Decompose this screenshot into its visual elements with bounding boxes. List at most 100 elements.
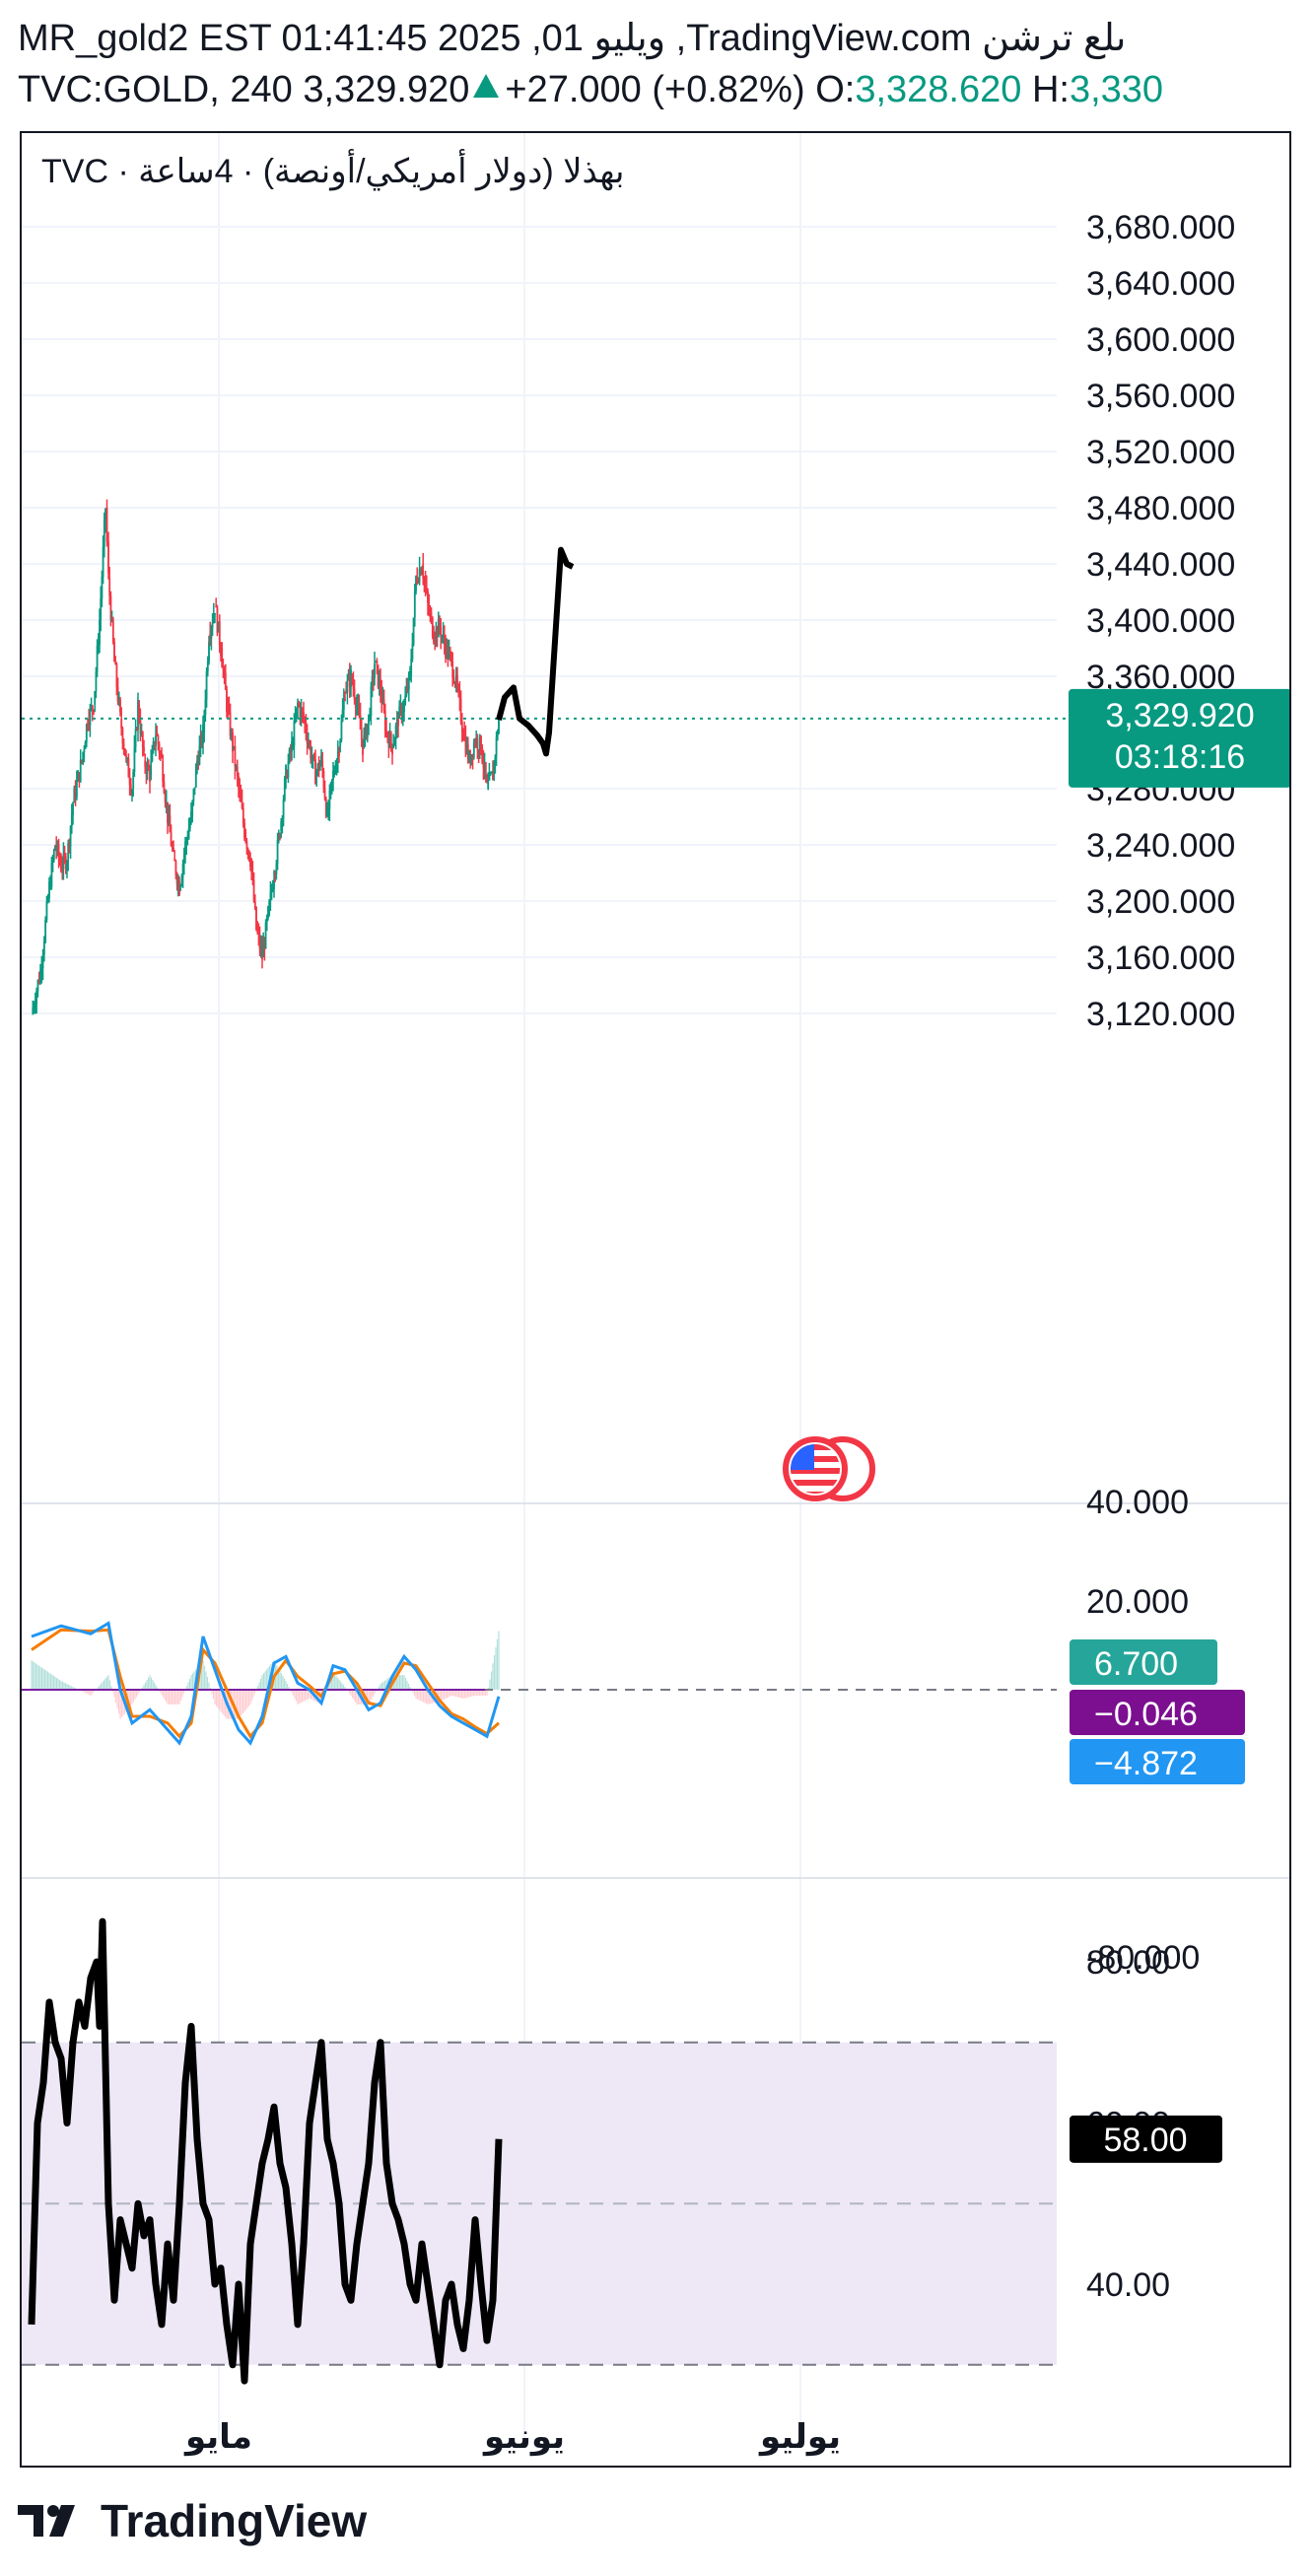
candles bbox=[32, 499, 500, 1015]
candle-body bbox=[340, 721, 343, 740]
candle-body bbox=[464, 735, 467, 753]
candle-body bbox=[190, 810, 192, 823]
candle-body bbox=[358, 704, 361, 716]
candle-body bbox=[430, 613, 433, 618]
tradingview-brand[interactable]: TradingView bbox=[18, 2494, 367, 2547]
candle-body bbox=[119, 699, 121, 713]
candle-body bbox=[429, 612, 432, 614]
macd-badge-value: −0.046 bbox=[1094, 1696, 1198, 1733]
candle-body bbox=[300, 708, 303, 718]
candle-body bbox=[424, 580, 427, 588]
candle-body bbox=[179, 885, 182, 887]
candle-body bbox=[443, 634, 446, 645]
candle-body bbox=[498, 719, 500, 734]
candle-body bbox=[450, 653, 452, 658]
candle-body bbox=[330, 779, 333, 784]
candle-body bbox=[161, 753, 163, 758]
macd-pane[interactable]: 40.000 20.000 -80.000 6.700 −0.046 −4.872 bbox=[22, 1484, 1245, 1977]
candle-body bbox=[128, 777, 131, 786]
candle-body bbox=[309, 742, 311, 744]
chart-canvas[interactable]: TVC · بهذلا (دولار أمريكي/أونصة) · 4ساعة… bbox=[22, 133, 1291, 2468]
candle-body bbox=[401, 712, 404, 718]
price-tick-label: 3,680.000 bbox=[1086, 209, 1235, 246]
candle-body bbox=[235, 766, 238, 769]
candle-body bbox=[94, 691, 97, 705]
rsi-axis[interactable]: 80.00 40.00 bbox=[1086, 1944, 1170, 2304]
candle-body bbox=[261, 946, 263, 960]
symbol-label[interactable]: TVC:GOLD, 240 bbox=[18, 69, 293, 110]
candle-body bbox=[334, 771, 337, 773]
candle-body bbox=[87, 724, 89, 727]
candle-body bbox=[336, 751, 339, 761]
candle-body bbox=[273, 879, 275, 890]
candle-body bbox=[40, 968, 43, 972]
rsi-badge bbox=[1070, 2115, 1222, 2163]
candle-body bbox=[407, 673, 410, 690]
candle-body bbox=[270, 890, 273, 892]
candle-body bbox=[109, 595, 112, 621]
candle-body bbox=[236, 766, 239, 777]
candle-body bbox=[326, 807, 328, 815]
candle-body bbox=[129, 785, 132, 793]
candle-body bbox=[170, 832, 173, 846]
candle-body bbox=[83, 748, 86, 753]
candle-body bbox=[321, 760, 324, 772]
price-axis[interactable]: 3,680.000 3,640.000 3,600.000 3,560.000 3,52… bbox=[1086, 209, 1235, 1033]
candle-body bbox=[318, 763, 321, 771]
candle-body bbox=[159, 752, 162, 755]
candle-body bbox=[255, 907, 257, 930]
candle-body bbox=[33, 1006, 35, 1009]
candle-body bbox=[347, 674, 350, 680]
candle-body bbox=[178, 880, 180, 895]
candle-body bbox=[111, 618, 114, 643]
candle-body bbox=[141, 731, 144, 748]
price-tick-label: 3,200.000 bbox=[1086, 883, 1235, 921]
macd-badge bbox=[1070, 1690, 1245, 1735]
candle-body bbox=[341, 710, 344, 722]
candle-body bbox=[44, 919, 47, 941]
candle-body bbox=[209, 634, 212, 639]
us-flag-icon[interactable] bbox=[783, 1436, 875, 1501]
candle-body bbox=[58, 857, 61, 864]
candle-body bbox=[405, 687, 408, 696]
candle-body bbox=[241, 801, 243, 808]
candle-body bbox=[184, 841, 186, 855]
candle-body bbox=[140, 731, 143, 734]
macd-axis[interactable]: 40.000 20.000 -80.000 bbox=[1086, 1484, 1200, 1977]
time-axis[interactable]: مايو يونيو يوليو bbox=[183, 2418, 841, 2457]
candle-body bbox=[96, 646, 99, 672]
chart-frame[interactable]: TVC · بهذلا (دولار أمريكي/أونصة) · 4ساعة… bbox=[20, 131, 1291, 2468]
candle-body bbox=[56, 844, 59, 852]
candle-body bbox=[381, 698, 384, 704]
candle-body bbox=[363, 735, 366, 747]
candle-body bbox=[173, 848, 174, 851]
candle-body bbox=[301, 708, 304, 713]
candle-body bbox=[165, 801, 168, 804]
candle-body bbox=[482, 761, 485, 768]
candle-body bbox=[247, 851, 250, 860]
candle-body bbox=[493, 761, 496, 775]
time-axis-label: يوليو bbox=[758, 2418, 841, 2457]
candle-body bbox=[299, 705, 302, 718]
candle-body bbox=[101, 577, 104, 599]
candle-body bbox=[228, 707, 231, 713]
candle-body bbox=[208, 642, 210, 662]
price-pane[interactable]: TVC · بهذلا (دولار أمريكي/أونصة) · 4ساعة… bbox=[22, 149, 1291, 1501]
price-tick-label: 3,480.000 bbox=[1086, 490, 1235, 527]
forecast-drawing[interactable] bbox=[496, 546, 575, 757]
candle-body bbox=[78, 772, 81, 782]
candle-body bbox=[199, 734, 202, 746]
candle-body bbox=[324, 799, 327, 815]
candle-body bbox=[253, 900, 256, 908]
candle-body bbox=[222, 667, 225, 670]
candle-body bbox=[121, 728, 124, 744]
candle-body bbox=[391, 744, 393, 755]
candle-body bbox=[105, 508, 108, 542]
candle-body bbox=[345, 690, 348, 693]
macd-badge-value: −4.872 bbox=[1094, 1745, 1198, 1782]
candle-body bbox=[185, 840, 188, 845]
candle-body bbox=[434, 634, 437, 641]
candle-body bbox=[146, 764, 149, 774]
candle-body bbox=[404, 695, 407, 705]
